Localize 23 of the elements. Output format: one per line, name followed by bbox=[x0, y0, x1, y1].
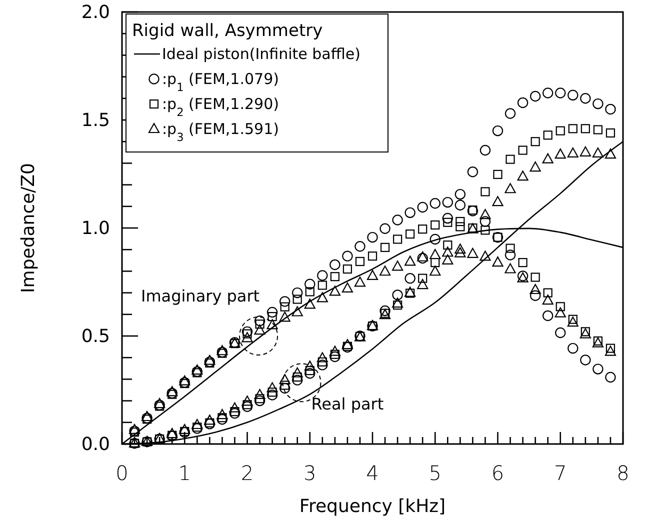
annotation: Imaginary part bbox=[140, 286, 260, 306]
y-tick-label: 2.0 bbox=[81, 2, 110, 23]
legend-title: Rigid wall, Asymmetry bbox=[132, 21, 323, 41]
legend-label: :p$_{3}$ (FEM,1.591) bbox=[162, 120, 279, 144]
x-tick-label: 4 bbox=[366, 461, 379, 486]
x-tick-label: 6 bbox=[491, 461, 504, 486]
y-axis-title: Impedance/Z0 bbox=[18, 162, 39, 294]
x-tick-label: 7 bbox=[554, 461, 567, 486]
legend-label: :p$_{2}$ (FEM,1.290) bbox=[162, 95, 279, 118]
y-tick-label: 0.0 bbox=[81, 434, 110, 455]
legend-label: Ideal piston(Infinite baffle) bbox=[162, 45, 360, 63]
y-tick-label: 1.5 bbox=[81, 110, 110, 131]
annotation: Real part bbox=[311, 394, 384, 414]
x-tick-label: 0 bbox=[116, 461, 128, 486]
x-tick-label: 8 bbox=[616, 461, 630, 486]
y-tick-label: 1.0 bbox=[81, 218, 110, 239]
x-tick-label: 5 bbox=[428, 461, 442, 486]
y-tick-label: 0.5 bbox=[81, 326, 110, 347]
x-axis-title: Frequency [kHz] bbox=[299, 496, 446, 517]
legend-label: :p$_{1}$ (FEM,1.079) bbox=[162, 70, 279, 94]
x-tick-label: 2 bbox=[240, 461, 254, 486]
x-tick-label: 1 bbox=[178, 461, 191, 486]
x-tick-label: 3 bbox=[304, 461, 316, 486]
